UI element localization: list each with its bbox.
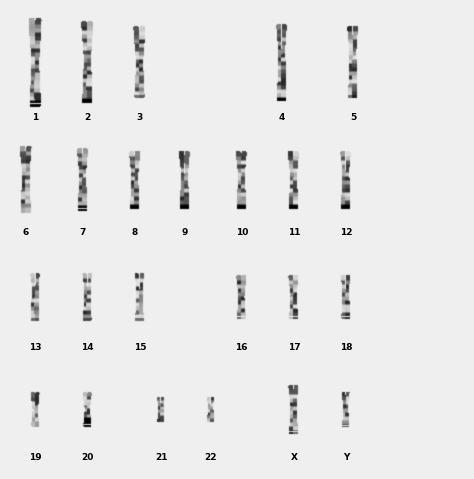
Text: 3: 3: [137, 113, 143, 122]
Text: 21: 21: [155, 453, 167, 462]
Text: 18: 18: [340, 343, 352, 352]
Text: 14: 14: [82, 343, 94, 352]
Text: 2: 2: [84, 113, 91, 122]
Text: 9: 9: [182, 228, 188, 237]
Text: 4: 4: [279, 113, 285, 122]
Text: 19: 19: [29, 453, 42, 462]
Text: 6: 6: [23, 228, 29, 237]
Text: 17: 17: [288, 343, 300, 352]
Text: 13: 13: [29, 343, 42, 352]
Text: 8: 8: [132, 228, 138, 237]
Text: 7: 7: [80, 228, 86, 237]
Text: 10: 10: [236, 228, 248, 237]
Text: 15: 15: [134, 343, 146, 352]
Text: 1: 1: [32, 113, 39, 122]
Text: 5: 5: [350, 113, 356, 122]
Text: 11: 11: [288, 228, 300, 237]
Text: 12: 12: [340, 228, 352, 237]
Text: X: X: [291, 453, 297, 462]
Text: Y: Y: [343, 453, 349, 462]
Text: 22: 22: [205, 453, 217, 462]
Text: 20: 20: [82, 453, 94, 462]
Text: 16: 16: [236, 343, 248, 352]
